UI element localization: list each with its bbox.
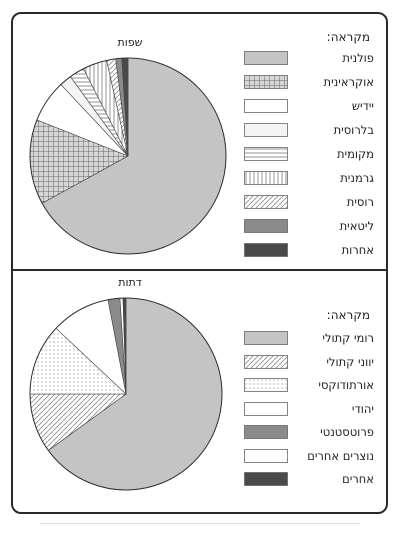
legend-label: ליטאית	[339, 219, 374, 233]
religions-pie	[29, 297, 223, 491]
legend-item-1-1: יווני קתולי	[244, 355, 374, 369]
legend-item-1-2: אורתודוקסי	[244, 378, 374, 392]
legend-label: יידיש	[351, 99, 374, 113]
legend-item-0-1: אוקראינית	[244, 75, 374, 89]
pie-outline-0	[29, 57, 227, 255]
legend-item-0-2: יידיש	[244, 99, 374, 113]
legend-item-0-3: בלרוסית	[244, 123, 374, 137]
legend-swatch	[244, 401, 288, 416]
religions-legend-title: מקראה:	[326, 308, 370, 322]
legend-label: אוקראינית	[323, 75, 374, 89]
legend-item-0-7: ליטאית	[244, 219, 374, 233]
languages-pie	[29, 57, 227, 255]
legend-swatch	[244, 378, 288, 392]
legend-item-0-6: רוסית	[244, 195, 374, 209]
legend-swatch	[244, 331, 288, 345]
religions-chart-title: דתות	[118, 276, 142, 289]
legend-swatch	[244, 448, 288, 463]
legend-label: נוצרים אחרים	[307, 448, 374, 463]
legend-swatch	[244, 243, 288, 257]
legend-swatch	[244, 425, 288, 439]
section-divider	[11, 269, 388, 271]
legend-label: רוסית	[346, 195, 374, 209]
legend-label: בלרוסית	[333, 123, 374, 137]
legend-item-1-5: נוצרים אחרים	[244, 449, 374, 463]
legend-label: אחרים	[342, 472, 374, 486]
legend-label: רומי קתולי	[322, 331, 374, 345]
legend-swatch	[244, 75, 288, 89]
legend-label: גרמנית	[340, 171, 374, 185]
legend-swatch	[244, 171, 288, 185]
legend-item-0-8: אחרות	[244, 243, 374, 257]
legend-swatch	[244, 354, 288, 369]
legend-swatch	[244, 219, 288, 233]
legend-label: אורתודוקסי	[318, 378, 374, 392]
legend-label: יהודי	[351, 401, 374, 416]
legend-label: מקומית	[336, 147, 374, 161]
legend-item-1-0: רומי קתולי	[244, 331, 374, 345]
languages-legend-title: מקראה:	[326, 30, 370, 44]
legend-label: פולנית	[342, 51, 374, 65]
legend-label: אחרות	[341, 243, 374, 257]
legend-item-1-6: אחרים	[244, 472, 374, 486]
languages-chart-title: שפות	[117, 36, 143, 49]
legend-label: פרוטסטנטי	[320, 425, 374, 439]
legend-label: יווני קתולי	[326, 354, 374, 369]
legend-swatch	[244, 195, 288, 209]
legend-swatch	[244, 472, 288, 486]
legend-swatch	[244, 51, 288, 65]
legend-item-1-3: יהודי	[244, 402, 374, 416]
legend-item-1-4: פרוטסטנטי	[244, 425, 374, 439]
legend-swatch	[244, 99, 288, 113]
legend-item-0-5: גרמנית	[244, 171, 374, 185]
bottom-rule	[40, 523, 360, 524]
legend-swatch	[244, 123, 288, 137]
legend-swatch	[244, 147, 288, 161]
legend-item-0-4: מקומית	[244, 147, 374, 161]
legend-item-0-0: פולנית	[244, 51, 374, 65]
pie-outline-1	[29, 297, 223, 491]
